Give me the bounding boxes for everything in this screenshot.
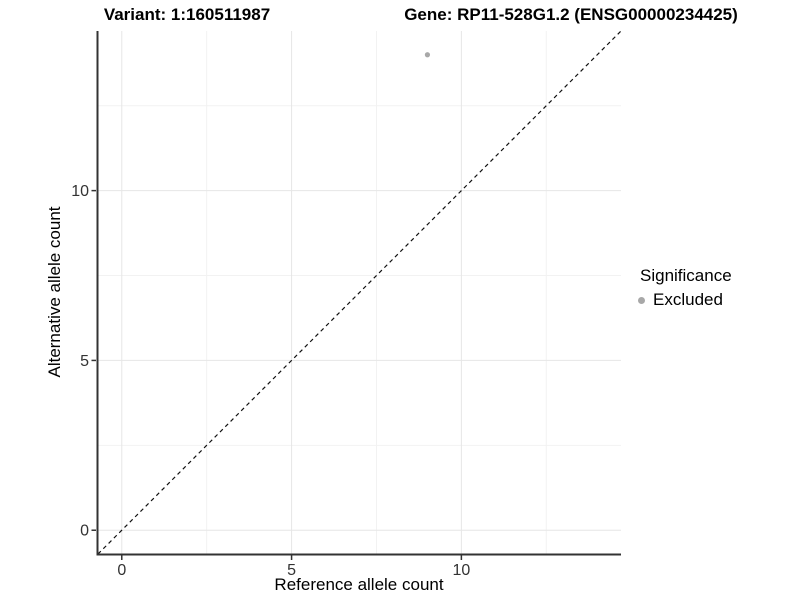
x-tick-label: 0 bbox=[117, 562, 126, 579]
y-axis-label: Alternative allele count bbox=[45, 206, 64, 378]
legend-item: Excluded bbox=[638, 290, 732, 310]
y-tick-label: 10 bbox=[71, 183, 89, 200]
plot-title-variant: Variant: 1:160511987 bbox=[103, 5, 271, 24]
x-tick-label: 10 bbox=[452, 562, 470, 579]
x-axis-line bbox=[96, 553, 621, 556]
plot-title-gene: Gene: RP11-528G1.2 (ENSG00000234425) bbox=[404, 5, 738, 24]
y-axis-line bbox=[96, 31, 99, 556]
y-tick-label: 0 bbox=[80, 523, 89, 540]
y-tick-label: 5 bbox=[80, 353, 89, 370]
legend-title: Significance bbox=[640, 266, 732, 285]
x-axis-label: Reference allele count bbox=[274, 575, 444, 594]
x-tick-label: 5 bbox=[287, 562, 296, 579]
x-tick-mark bbox=[121, 555, 123, 560]
legend-key-dot-icon bbox=[638, 296, 645, 304]
identity-line bbox=[97, 30, 622, 555]
legend-item-label: Excluded bbox=[653, 290, 723, 309]
y-tick-mark bbox=[91, 189, 96, 192]
y-tick-mark bbox=[91, 359, 96, 362]
data-point bbox=[424, 52, 431, 58]
y-tick-mark bbox=[91, 529, 96, 531]
x-tick-mark bbox=[460, 555, 463, 560]
x-tick-mark bbox=[290, 555, 293, 560]
legend: Significance Excluded bbox=[638, 266, 732, 310]
